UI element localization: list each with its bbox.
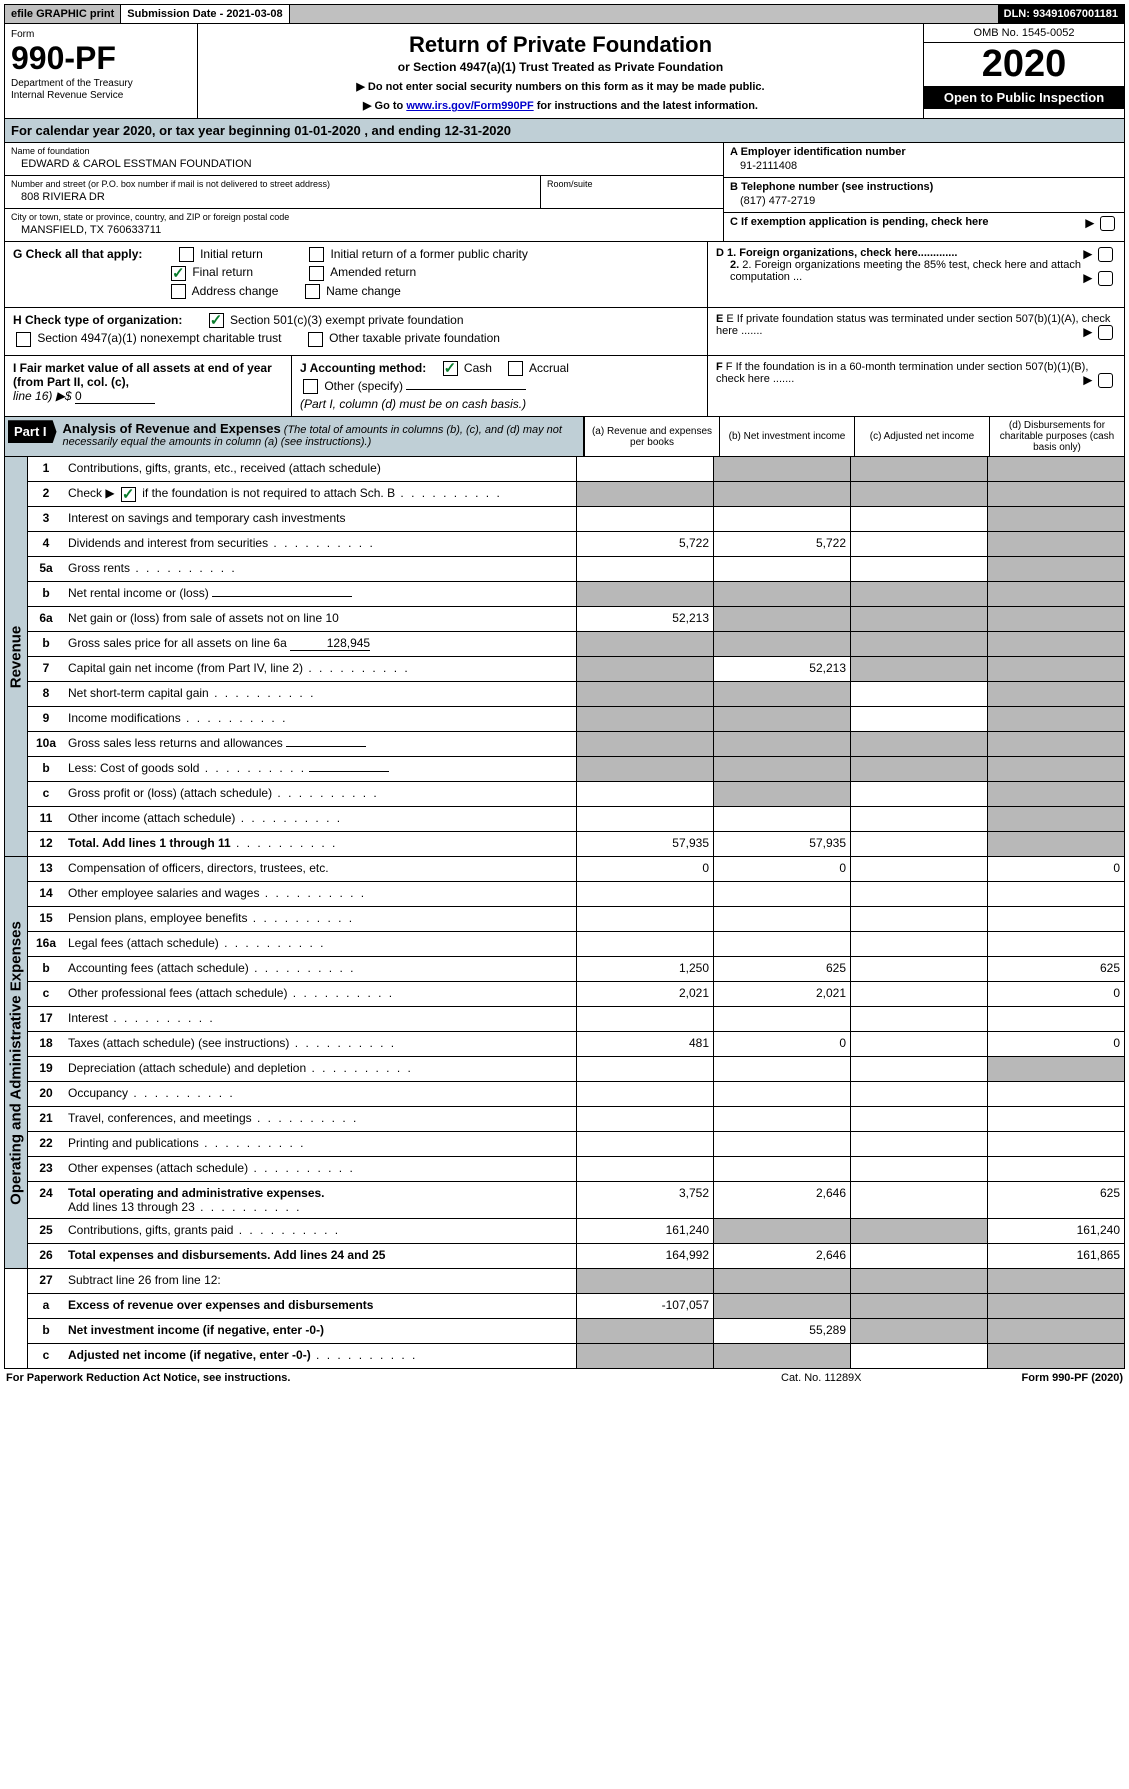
room-suite: Room/suite xyxy=(540,176,723,208)
col-d-header: (d) Disbursements for charitable purpose… xyxy=(989,417,1124,456)
phone-cell: B Telephone number (see instructions) (8… xyxy=(724,178,1124,213)
phone-value: (817) 477-2719 xyxy=(730,193,1118,209)
d2-checkbox[interactable] xyxy=(1098,271,1113,286)
form-subtitle: or Section 4947(a)(1) Trust Treated as P… xyxy=(204,60,917,74)
irs-link[interactable]: www.irs.gov/Form990PF xyxy=(406,100,533,112)
revenue-side-label: Revenue xyxy=(5,457,28,856)
exemption-checkbox[interactable] xyxy=(1100,216,1115,231)
header-left: Form 990-PF Department of the Treasury I… xyxy=(5,24,198,118)
amended-return-cb[interactable] xyxy=(309,266,324,281)
accrual-cb[interactable] xyxy=(508,361,523,376)
other-method-cb[interactable] xyxy=(303,379,318,394)
initial-former-cb[interactable] xyxy=(309,247,324,262)
col-c-header: (c) Adjusted net income xyxy=(854,417,989,456)
f-checkbox[interactable] xyxy=(1098,373,1113,388)
efile-label: efile GRAPHIC print xyxy=(5,5,121,23)
cash-cb[interactable] xyxy=(443,361,458,376)
e-checkbox[interactable] xyxy=(1098,325,1113,340)
header-mid: Return of Private Foundation or Section … xyxy=(198,24,923,118)
irs-label: Internal Revenue Service xyxy=(11,90,123,101)
section-ij-row: I Fair market value of all assets at end… xyxy=(4,356,1125,418)
fmv-value: 0 xyxy=(75,389,155,404)
sch-b-cb[interactable] xyxy=(121,487,136,502)
expenses-side-label: Operating and Administrative Expenses xyxy=(5,857,28,1268)
dln-label: DLN: 93491067001181 xyxy=(998,5,1124,23)
col-b-header: (b) Net investment income xyxy=(719,417,854,456)
form-label: Form xyxy=(11,29,34,40)
4947-cb[interactable] xyxy=(16,332,31,347)
part1-header: Part I Analysis of Revenue and Expenses … xyxy=(4,417,1125,457)
open-public: Open to Public Inspection xyxy=(924,86,1124,109)
footer-left: For Paperwork Reduction Act Notice, see … xyxy=(6,1372,290,1384)
top-bar: efile GRAPHIC print Submission Date - 20… xyxy=(4,4,1125,24)
omb-number: OMB No. 1545-0052 xyxy=(924,24,1124,43)
section-d: D 1. Foreign organizations, check here..… xyxy=(707,242,1124,307)
col-a-header: (a) Revenue and expenses per books xyxy=(584,417,719,456)
form-title: Return of Private Foundation xyxy=(204,32,917,58)
section-g-row: G Check all that apply: Initial return I… xyxy=(4,242,1125,308)
instr-1: ▶ Do not enter social security numbers o… xyxy=(204,80,917,93)
initial-return-cb[interactable] xyxy=(179,247,194,262)
address-change-cb[interactable] xyxy=(171,284,186,299)
section-e: E E If private foundation status was ter… xyxy=(707,308,1124,355)
foundation-name: EDWARD & CAROL ESSTMAN FOUNDATION xyxy=(11,156,717,172)
page-footer: For Paperwork Reduction Act Notice, see … xyxy=(4,1369,1125,1387)
city-state-zip: MANSFIELD, TX 760633711 xyxy=(11,222,717,238)
instr-2: ▶ Go to www.irs.gov/Form990PF for instru… xyxy=(204,99,917,112)
dept-treasury: Department of the Treasury xyxy=(11,78,133,89)
footer-cat: Cat. No. 11289X xyxy=(781,1372,862,1384)
address-cell: Number and street (or P.O. box number if… xyxy=(5,176,540,208)
line27-block: 27Subtract line 26 from line 12: aExcess… xyxy=(4,1269,1125,1369)
other-taxable-cb[interactable] xyxy=(308,332,323,347)
ein-cell: A Employer identification number 91-2111… xyxy=(724,143,1124,178)
identity-block: Name of foundation EDWARD & CAROL ESSTMA… xyxy=(4,143,1125,242)
d1-checkbox[interactable] xyxy=(1098,247,1113,262)
calendar-year-row: For calendar year 2020, or tax year begi… xyxy=(4,119,1125,143)
exemption-cell: C If exemption application is pending, c… xyxy=(724,213,1124,231)
form-number: 990-PF xyxy=(11,40,191,77)
final-return-cb[interactable] xyxy=(171,266,186,281)
submission-date: Submission Date - 2021-03-08 xyxy=(121,5,289,23)
501c3-cb[interactable] xyxy=(209,313,224,328)
foundation-name-cell: Name of foundation EDWARD & CAROL ESSTMA… xyxy=(5,143,723,176)
header-right: OMB No. 1545-0052 2020 Open to Public In… xyxy=(923,24,1124,118)
street-address: 808 RIVIERA DR xyxy=(11,189,534,205)
expenses-table: Operating and Administrative Expenses 13… xyxy=(4,857,1125,1269)
ein-value: 91-2111408 xyxy=(730,158,1118,174)
part1-label: Part I xyxy=(8,420,57,443)
footer-form: Form 990-PF (2020) xyxy=(1022,1372,1123,1384)
tax-year: 2020 xyxy=(924,43,1124,86)
city-cell: City or town, state or province, country… xyxy=(5,209,723,241)
section-h-row: H Check type of organization: Section 50… xyxy=(4,308,1125,356)
section-f: F F If the foundation is in a 60-month t… xyxy=(707,356,1124,417)
form-header: Form 990-PF Department of the Treasury I… xyxy=(4,24,1125,119)
revenue-table: Revenue 1Contributions, gifts, grants, e… xyxy=(4,457,1125,857)
name-change-cb[interactable] xyxy=(305,284,320,299)
